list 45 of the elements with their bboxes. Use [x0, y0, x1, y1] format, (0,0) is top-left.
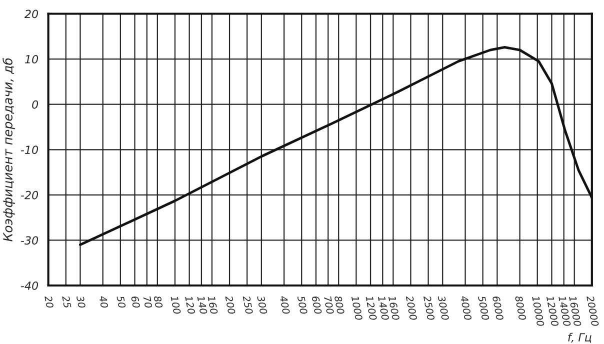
x-tick-label: 60 — [131, 296, 140, 308]
x-tick-label: 3000 — [438, 295, 450, 320]
x-tick-label: 600 — [312, 296, 322, 314]
x-tick-label: 1000 — [351, 296, 363, 320]
x-tick-label: 10000 — [532, 296, 544, 327]
x-tick-label: 140 — [197, 296, 208, 314]
x-tick-label: 800 — [334, 296, 345, 314]
x-tick-label: 120 — [185, 296, 196, 314]
x-axis-title: f, Гц — [568, 332, 592, 343]
x-tick-label: 2000 — [406, 295, 418, 320]
x-tick-label: 100 — [170, 296, 181, 314]
x-tick-label: 30 — [76, 295, 86, 308]
y-tick-label: 20 — [24, 10, 38, 18]
x-tick-label: 160 — [208, 296, 218, 314]
x-tick-label: 400 — [280, 295, 290, 314]
y-tick-label: -30 — [20, 236, 38, 245]
x-tick-label: 25 — [62, 295, 72, 308]
x-tick-label: 70 — [143, 296, 152, 308]
x-tick-label: 4000 — [460, 295, 472, 320]
x-tick-label: 2500 — [423, 295, 435, 320]
y-tick-label: 0 — [32, 100, 38, 109]
y-tick-label: -40 — [20, 281, 38, 290]
x-tick-label: 6000 — [492, 296, 504, 320]
y-tick-label: 10 — [25, 55, 38, 64]
x-tick-label: 250 — [242, 295, 254, 314]
x-tick-label: 500 — [297, 295, 308, 314]
x-tick-label: 16000 — [568, 296, 582, 327]
x-tick-label: 1600 — [388, 296, 400, 320]
x-tick-label: 12000 — [546, 296, 559, 327]
y-tick-label: -20 — [20, 190, 38, 200]
x-tick-label: 20 — [44, 295, 54, 308]
y-tick-label: -10 — [20, 146, 38, 154]
x-tick-label: 5000 — [478, 295, 490, 320]
x-tick-label: 300 — [257, 295, 268, 314]
y-axis-title: Коэффициент передачи, дб — [2, 58, 15, 242]
x-tick-label: 50 — [116, 295, 126, 308]
x-tick-label: 200 — [225, 295, 236, 314]
x-tick-label: 1400 — [378, 296, 390, 320]
x-tick-label: 8000 — [514, 296, 526, 320]
x-tick-label: 20000 — [586, 295, 599, 327]
x-tick-label: 700 — [324, 296, 334, 314]
x-tick-label: 40 — [99, 295, 108, 308]
x-tick-label: 14000 — [558, 296, 571, 327]
x-tick-label: 1200 — [366, 296, 378, 320]
x-tick-label: 80 — [154, 296, 163, 308]
